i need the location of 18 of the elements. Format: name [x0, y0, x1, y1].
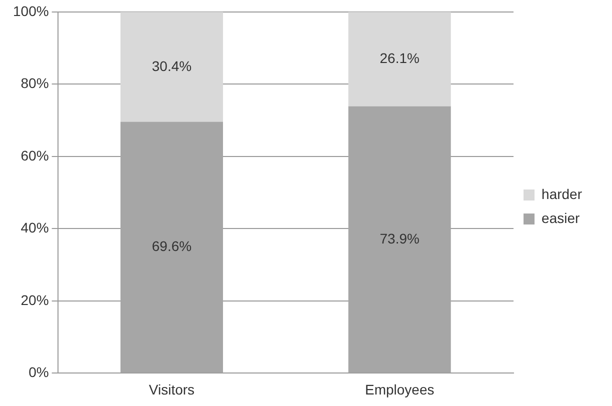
data-label: 69.6% — [152, 238, 192, 254]
y-tick-label: 100% — [12, 2, 49, 19]
bar — [120, 122, 224, 373]
legend-label: easier — [542, 210, 580, 226]
x-tick-label: Employees — [364, 381, 434, 398]
y-tick-label: 40% — [20, 220, 49, 236]
data-label: 26.1% — [380, 50, 420, 66]
bar — [120, 12, 224, 122]
data-label: 30.4% — [152, 58, 192, 74]
y-tick-label: 20% — [20, 292, 49, 308]
legend-label: harder — [542, 186, 582, 202]
data-label: 73.9% — [380, 230, 420, 246]
bar — [348, 106, 451, 373]
y-tick-label: 80% — [20, 75, 49, 92]
x-tick-label: Visitors — [148, 381, 195, 398]
y-tick-label: 0% — [28, 364, 49, 380]
y-tick-label: 60% — [20, 147, 49, 164]
bar — [348, 12, 451, 106]
